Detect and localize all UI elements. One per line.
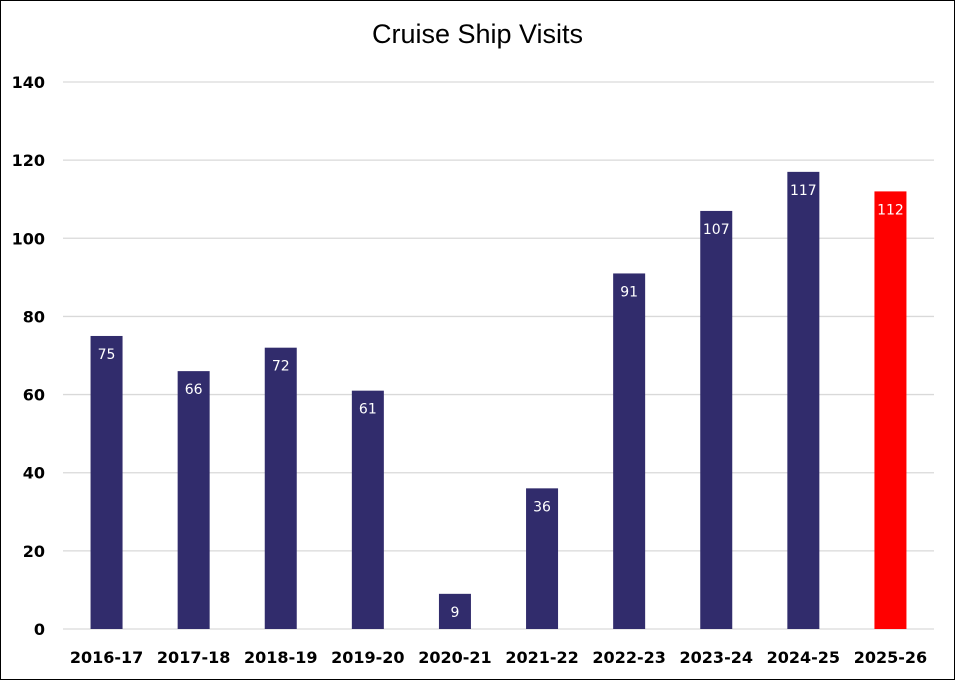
x-tick-label: 2024-25	[767, 648, 840, 667]
bar	[874, 191, 907, 629]
bar	[787, 171, 820, 629]
bar	[351, 390, 384, 629]
x-tick-label: 2017-18	[157, 648, 230, 667]
bar	[177, 371, 210, 629]
x-tick-label: 2021-22	[505, 648, 578, 667]
data-label: 117	[790, 183, 817, 199]
y-tick-label: 60	[23, 386, 45, 405]
bar	[264, 347, 297, 629]
data-label: 91	[620, 284, 638, 300]
x-tick-label: 2019-20	[331, 648, 404, 667]
data-label: 75	[98, 347, 116, 363]
y-axis-ticks: 0 20 40 60 80 100 120 140	[12, 73, 45, 639]
x-axis-ticks: 2016-17 2017-18 2018-19 2019-20 2020-21 2021-…	[70, 648, 927, 667]
data-labels: 75 66 72 61 9 36 91 107 117 112	[98, 183, 904, 621]
y-tick-label: 140	[12, 73, 45, 92]
data-label: 66	[185, 382, 203, 398]
x-tick-label: 2016-17	[70, 648, 143, 667]
bar	[90, 335, 123, 629]
bar	[613, 273, 646, 629]
y-tick-label: 20	[23, 542, 45, 561]
data-label: 72	[272, 359, 290, 375]
bar	[700, 210, 733, 629]
data-label: 9	[450, 605, 459, 621]
y-tick-label: 120	[12, 151, 45, 170]
x-tick-label: 2020-21	[418, 648, 491, 667]
x-tick-label: 2022-23	[592, 648, 665, 667]
bar	[438, 593, 471, 629]
data-label: 36	[533, 499, 551, 515]
chart-title: Cruise Ship Visits	[371, 19, 584, 49]
x-tick-label: 2018-19	[244, 648, 317, 667]
data-label: 61	[359, 402, 377, 418]
bars	[90, 171, 907, 629]
bar	[526, 488, 559, 629]
y-tick-label: 80	[23, 307, 45, 326]
y-tick-label: 0	[34, 620, 45, 639]
data-label: 107	[703, 222, 730, 238]
x-tick-label: 2025-26	[854, 648, 927, 667]
data-label: 112	[877, 202, 904, 218]
x-tick-label: 2023-24	[680, 648, 753, 667]
y-tick-label: 40	[23, 464, 45, 483]
y-tick-label: 100	[12, 229, 45, 248]
